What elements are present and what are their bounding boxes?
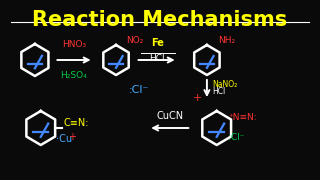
- Text: +: +: [192, 93, 202, 103]
- Text: CuCN: CuCN: [156, 111, 183, 121]
- Text: ⁺N≡N:: ⁺N≡N:: [228, 114, 257, 123]
- Text: Fe: Fe: [151, 38, 164, 48]
- Text: H₂SO₄: H₂SO₄: [60, 71, 87, 80]
- Text: Reaction Mechanisms: Reaction Mechanisms: [32, 10, 288, 30]
- Text: :Cl⁻: :Cl⁻: [128, 85, 149, 95]
- Text: NH₂: NH₂: [218, 36, 235, 45]
- Text: NaNO₂: NaNO₂: [212, 80, 237, 89]
- Text: :Cl⁻: :Cl⁻: [228, 134, 245, 143]
- Text: HCl: HCl: [212, 87, 225, 96]
- Text: ⋅Cu: ⋅Cu: [56, 134, 73, 144]
- Text: HCl: HCl: [149, 54, 165, 63]
- Text: HNO₃: HNO₃: [62, 40, 86, 49]
- Text: +: +: [68, 132, 76, 142]
- Text: C≡N:: C≡N:: [63, 118, 89, 128]
- Text: NO₂: NO₂: [126, 36, 143, 45]
